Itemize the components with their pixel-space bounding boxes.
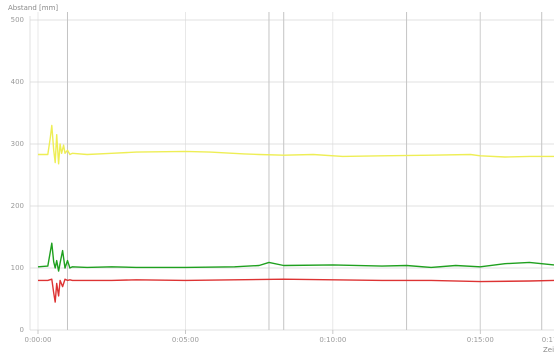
y-tick-label: 0 [20,326,24,334]
series-layer [37,124,554,303]
x-tick-label-last: 0:17:3 [542,336,554,344]
series-line-2 [38,278,554,303]
y-tick-label: 200 [11,202,24,210]
x-tick-label: 0:10:00 [319,336,346,344]
vertical-marker-lines [37,12,543,330]
horizontal-gridlines [29,16,554,331]
y-tick-label: 100 [11,264,24,272]
series-line-0 [38,124,554,165]
y-tick-label: 400 [11,78,24,86]
x-tick-label: 0:05:00 [172,336,199,344]
series-line-1 [37,242,554,272]
y-tick-label: 300 [11,140,24,148]
y-axis-ticks: 0 100 200 300 400 500 [11,16,24,334]
x-axis-ticks: 0:00:00 0:05:00 0:10:00 0:15:00 0:17:3 [25,330,554,344]
x-tick-label: 0:00:00 [25,336,52,344]
x-axis-title: Zeit [543,346,554,354]
x-tick-label: 0:15:00 [467,336,494,344]
y-axis-title: Abstand [mm] [8,4,58,12]
y-tick-label: 500 [11,16,24,24]
